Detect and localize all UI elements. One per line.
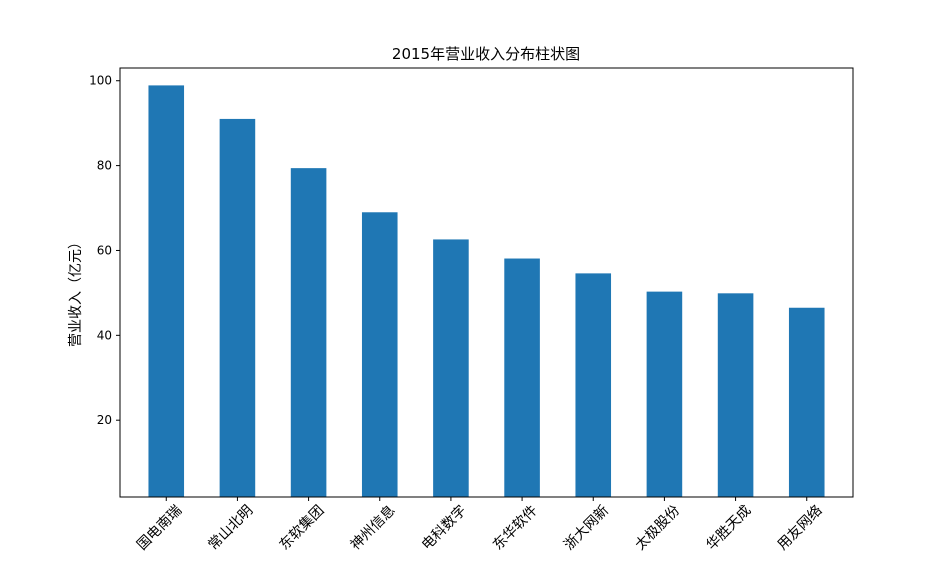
bar	[361, 212, 398, 497]
bar	[290, 168, 327, 497]
x-tick-label: 国电南瑞	[134, 503, 185, 554]
x-tick-label: 神州信息	[347, 502, 399, 554]
y-tick-label: 80	[97, 159, 112, 173]
plot-area-frame	[119, 67, 854, 498]
bar	[433, 239, 469, 497]
x-tick-label: 常山北明	[205, 503, 256, 554]
y-tick-label: 40	[97, 328, 112, 342]
bar	[575, 273, 612, 497]
y-tick-label: 60	[97, 243, 112, 257]
y-tick-label: 100	[89, 74, 112, 88]
bar	[148, 85, 185, 497]
y-axis-label: 营业收入（亿元）	[68, 235, 84, 347]
x-tick-label: 东华软件	[490, 503, 541, 554]
x-tick-label: 电科数字	[419, 503, 470, 554]
bars-layer	[148, 85, 825, 497]
x-tick-label: 东软集团	[276, 502, 328, 554]
bar	[219, 118, 256, 497]
y-tick-label: 20	[97, 413, 112, 427]
x-tick-label: 用友网络	[775, 503, 826, 554]
bar	[504, 258, 540, 497]
chart-title: 2015年营业收入分布柱状图	[392, 45, 580, 63]
bar	[788, 307, 825, 497]
x-tick-label: 华胜天成	[703, 503, 754, 554]
bar	[646, 291, 683, 497]
x-tick-label: 浙大网新	[561, 503, 612, 554]
x-tick-label: 太极股份	[632, 503, 683, 554]
bar	[717, 293, 754, 497]
